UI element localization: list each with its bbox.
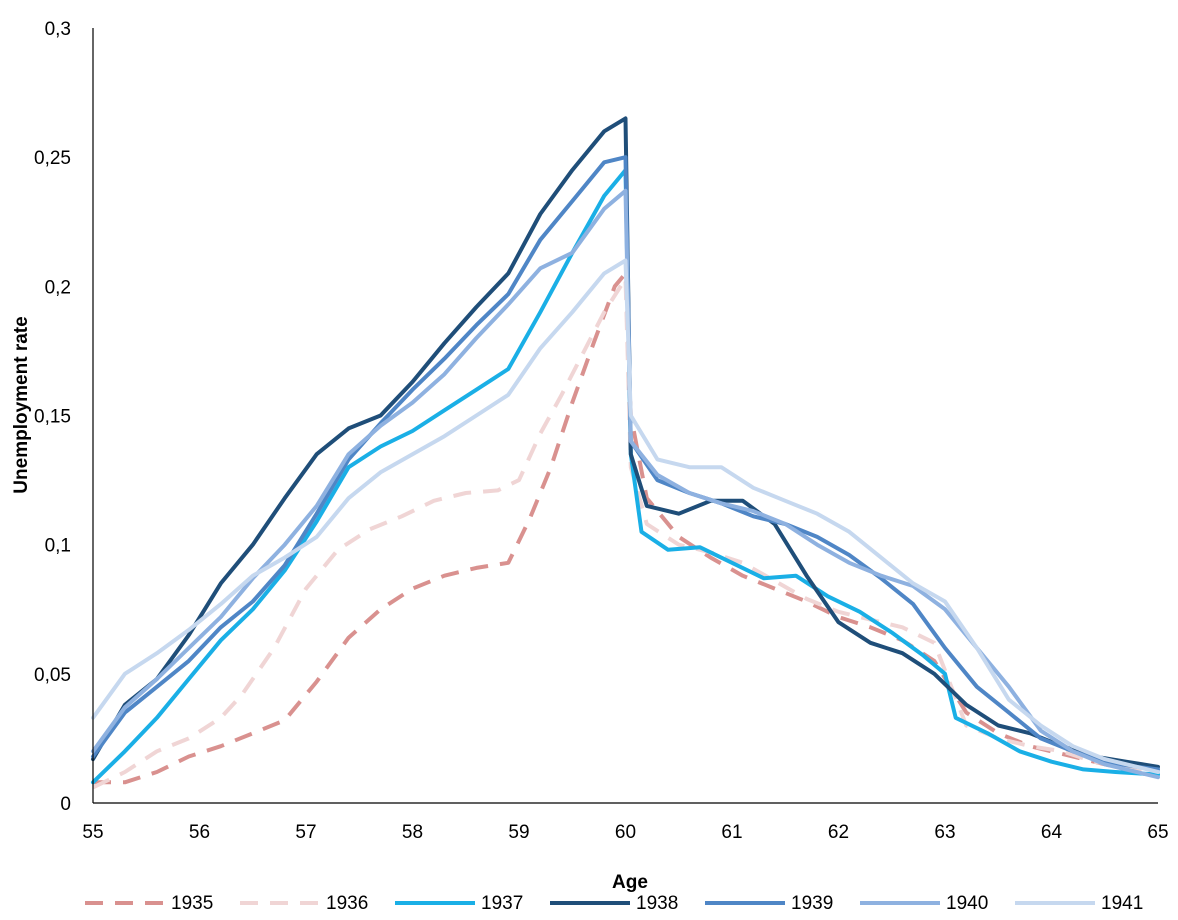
- legend-label-1937: 1937: [481, 893, 523, 914]
- y-tick-label: 0: [60, 794, 71, 815]
- y-tick-labels: 0 0,05 0,1 0,15 0,2 0,25 0,3: [34, 19, 71, 815]
- legend-label-1936: 1936: [326, 893, 368, 914]
- series-line-1935: [93, 271, 1159, 785]
- y-tick-label: 0,1: [45, 536, 71, 557]
- plot-lines: [91, 116, 1160, 790]
- legend-label-1941: 1941: [1101, 893, 1143, 914]
- series-line-1936: [92, 276, 1159, 790]
- x-tick-label: 55: [82, 822, 103, 843]
- y-tick-label: 0,3: [45, 19, 71, 40]
- x-tick-label: 58: [402, 822, 423, 843]
- x-tick-label: 63: [934, 822, 955, 843]
- x-tick-label: 65: [1147, 822, 1168, 843]
- y-tick-label: 0,2: [45, 277, 71, 298]
- y-axis-title: Unemployment rate: [11, 316, 32, 493]
- y-tick-label: 0,15: [34, 407, 71, 428]
- x-tick-label: 61: [721, 822, 742, 843]
- y-tick-label: 0,25: [34, 148, 71, 169]
- legend-label-1938: 1938: [636, 893, 678, 914]
- x-tick-label: 62: [828, 822, 849, 843]
- legend-label-1935: 1935: [171, 893, 213, 914]
- x-tick-label: 56: [189, 822, 210, 843]
- legend: 1935 1936 1937 1938 1939 1940 1941: [85, 893, 1143, 914]
- x-tick-label: 60: [615, 822, 636, 843]
- x-tick-label: 59: [508, 822, 529, 843]
- x-tick-label: 57: [295, 822, 316, 843]
- y-tick-label: 0,05: [34, 665, 71, 686]
- legend-label-1940: 1940: [946, 893, 988, 914]
- x-axis-title: Age: [612, 872, 648, 893]
- x-tick-labels: 55 56 57 58 59 60 61 62 63 64 65: [82, 822, 1168, 843]
- legend-label-1939: 1939: [791, 893, 833, 914]
- x-tick-label: 64: [1041, 822, 1063, 843]
- series-line-1941: [91, 258, 1160, 774]
